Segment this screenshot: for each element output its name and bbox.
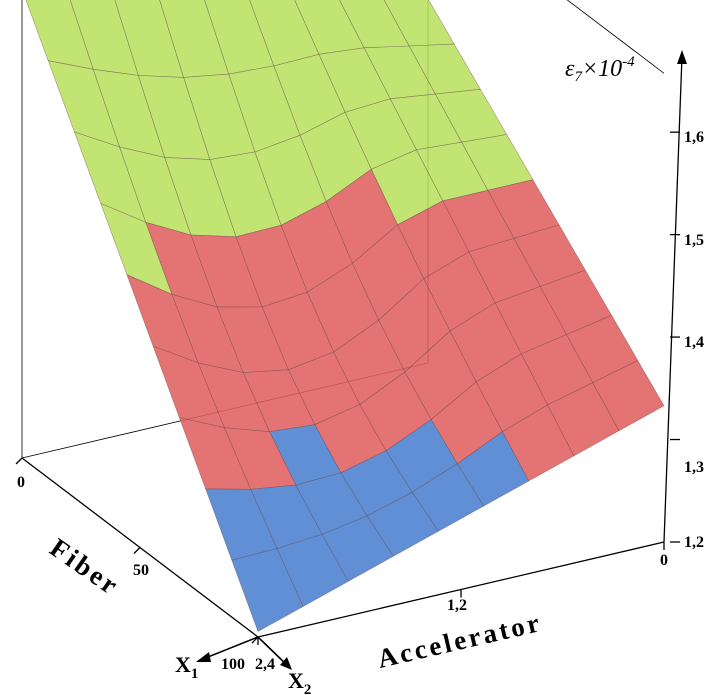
x1-tick-label-100: 100 — [221, 656, 245, 673]
z-axis-arrow — [677, 50, 687, 64]
x1-axis-title: Fiber — [45, 532, 126, 601]
x2-axis-title: Accelerator — [375, 607, 545, 674]
response-surface — [25, 0, 665, 632]
box-edge — [566, 0, 665, 74]
z-tick-label-2: 1,3 — [684, 459, 704, 476]
x2-arrowhead — [280, 657, 292, 670]
z-tick-label-1: 1,2 — [684, 534, 704, 551]
x1-axis: 0 50 100 Fiber X1 — [17, 474, 245, 682]
x1-tick — [133, 547, 141, 554]
x2-dimension-label: X2 — [288, 668, 311, 695]
x2-tick-label-mid: 1,2 — [447, 597, 467, 614]
x1-arrowhead — [196, 652, 211, 662]
x1-tick — [15, 457, 23, 465]
z-axis: 1,2 1,3 1,4 1,5 1,6 ε7×10-4 — [565, 54, 704, 551]
x1-tick-label-50: 50 — [133, 562, 149, 579]
z-axis-line — [663, 55, 683, 543]
z-tick-label-3: 1,4 — [684, 334, 704, 351]
z-tick-label-4: 1,5 — [684, 232, 704, 249]
surface-cell — [231, 548, 304, 632]
x1-tick-label-0: 0 — [17, 474, 25, 491]
z-axis-title: ε7×10-4 — [565, 54, 635, 85]
x1-dimension-label: X1 — [175, 652, 198, 682]
x2-tick-label-0: 0 — [660, 552, 668, 569]
chart-axes — [15, 50, 687, 670]
x2-tick-label-max: 2,4 — [255, 656, 275, 673]
z-tick-label-5: 1,6 — [684, 129, 704, 146]
